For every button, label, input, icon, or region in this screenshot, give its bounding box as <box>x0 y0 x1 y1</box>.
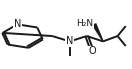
Polygon shape <box>93 24 103 41</box>
Text: O: O <box>89 46 96 56</box>
Text: H₂N: H₂N <box>77 19 94 28</box>
Text: N: N <box>14 19 21 29</box>
Text: N: N <box>66 36 74 46</box>
